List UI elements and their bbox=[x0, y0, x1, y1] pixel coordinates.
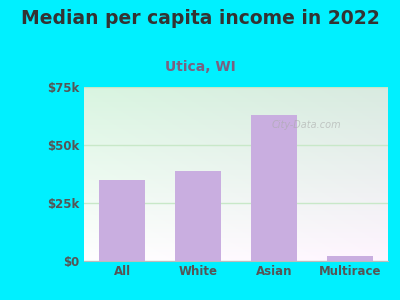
Text: Utica, WI: Utica, WI bbox=[165, 60, 235, 74]
Text: City-Data.com: City-Data.com bbox=[271, 120, 341, 130]
Bar bbox=[175, 170, 221, 261]
Bar bbox=[327, 256, 373, 261]
Text: Median per capita income in 2022: Median per capita income in 2022 bbox=[21, 9, 379, 28]
Bar bbox=[99, 180, 145, 261]
Bar bbox=[251, 115, 297, 261]
